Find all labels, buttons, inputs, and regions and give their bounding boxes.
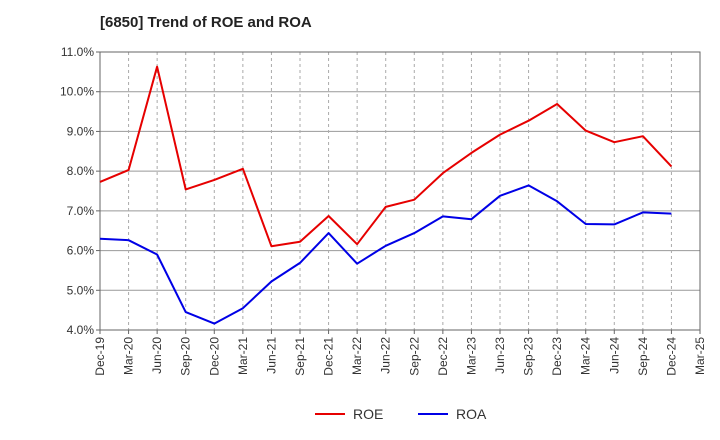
y-tick-label: 9.0% [67,124,95,138]
x-tick-label: Mar-20 [122,337,136,375]
x-tick-label: Sep-23 [522,337,536,376]
x-tick-label: Dec-22 [436,337,450,376]
y-tick-label: 4.0% [67,323,95,337]
x-tick-label: Mar-21 [236,337,250,375]
legend: ROE ROA [315,406,487,422]
x-tick-label: Mar-23 [464,337,478,375]
series-line-roa [99,184,672,325]
x-tick-label: Sep-24 [636,337,650,376]
x-tick-label: Jun-20 [150,337,164,374]
series-lines [99,65,673,325]
y-tick-label: 6.0% [67,244,95,258]
x-tick-label: Jun-22 [379,337,393,374]
x-tick-label: Jun-23 [493,337,507,374]
x-tick-label: Dec-24 [664,337,678,376]
x-tick-label: Mar-25 [693,337,707,375]
x-tick-label: Jun-21 [264,337,278,374]
y-tick-label: 5.0% [67,283,95,297]
plot-frame [99,51,701,331]
x-axis-ticks: Dec-19 Mar-20 Jun-20 Sep-20 Dec-20 Mar-21 Jun-… [93,330,707,376]
legend-label-roe: ROE [353,406,383,422]
legend-label-roa: ROA [456,406,487,422]
y-tick-label: 11.0% [61,45,94,59]
x-tick-label: Dec-20 [207,337,221,376]
y-tick-label: 10.0% [60,85,94,99]
x-tick-label: Jun-24 [607,337,621,374]
x-tick-label: Sep-20 [179,337,193,376]
x-tick-label: Sep-22 [407,337,421,376]
y-axis-ticks: 4.0% 5.0% 6.0% 7.0% 8.0% 9.0% 10.0% 11.0% [60,45,100,337]
y-tick-label: 7.0% [67,204,95,218]
y-tick-label: 8.0% [67,164,95,178]
x-tick-label: Mar-22 [350,337,364,375]
x-tick-label: Sep-21 [293,337,307,376]
x-tick-label: Mar-24 [579,337,593,375]
grid [99,51,701,331]
x-tick-label: Dec-21 [322,337,336,376]
chart-title: [6850] Trend of ROE and ROA [100,14,312,31]
series-line-roe [99,65,673,248]
axes [99,51,701,331]
x-tick-label: Dec-19 [93,337,107,376]
x-tick-label: Dec-23 [550,337,564,376]
